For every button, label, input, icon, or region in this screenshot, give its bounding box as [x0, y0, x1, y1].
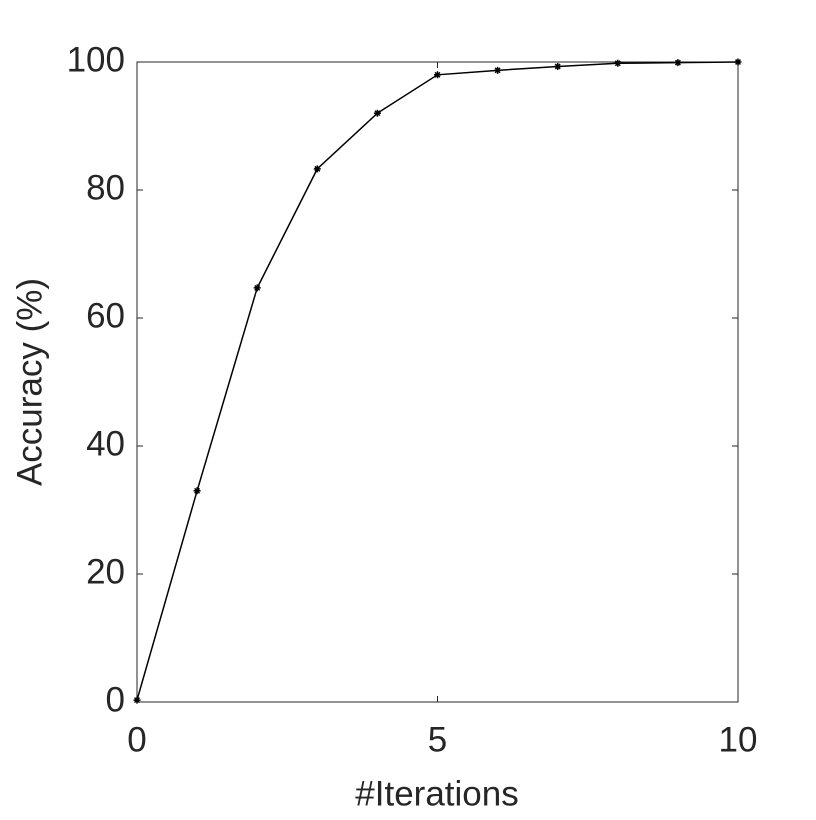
y-axis-label: Accuracy (%) — [10, 278, 49, 486]
y-tick-label: 80 — [86, 168, 125, 207]
plot-frame — [136, 61, 739, 703]
x-tick-label: 5 — [428, 720, 447, 759]
x-axis-label: #Iterations — [355, 774, 518, 813]
marker — [133, 696, 141, 704]
marker — [253, 284, 261, 292]
y-tick-label: 40 — [86, 424, 125, 463]
marker — [193, 487, 201, 495]
marker — [554, 62, 562, 70]
marker — [494, 66, 502, 74]
marker — [614, 59, 622, 67]
marker — [434, 71, 441, 79]
y-tick-label: 0 — [106, 680, 125, 719]
y-tick-label: 20 — [86, 552, 125, 591]
y-tick-label: 100 — [67, 40, 125, 79]
marker — [734, 58, 742, 66]
marker — [313, 165, 321, 173]
y-tick-label: 60 — [86, 296, 125, 335]
marker — [674, 59, 682, 67]
marker — [373, 109, 381, 117]
x-tick-label: 10 — [719, 720, 758, 759]
x-tick-label: 0 — [127, 720, 146, 759]
